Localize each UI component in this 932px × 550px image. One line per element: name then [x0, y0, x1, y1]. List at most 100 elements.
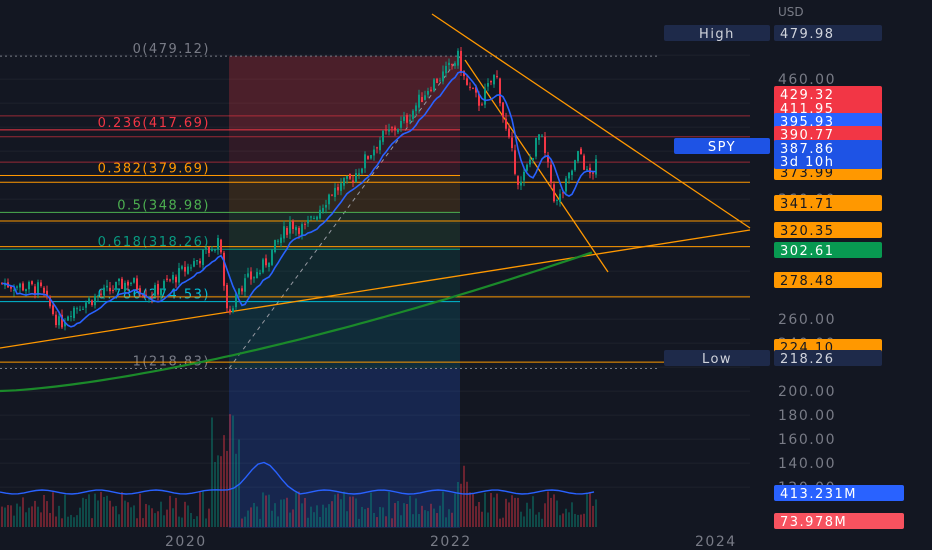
candle-body — [184, 267, 186, 272]
candle-body — [529, 159, 531, 165]
candle-body — [112, 289, 114, 291]
volume-bar — [355, 498, 357, 527]
volume-bar — [91, 518, 93, 527]
volume-bar — [109, 500, 111, 527]
candle-body — [286, 228, 288, 235]
volume-bar — [16, 503, 18, 527]
price-tag: 373.99 — [780, 166, 835, 181]
candle-body — [214, 249, 216, 251]
candle-body — [466, 78, 468, 85]
volume-bar — [415, 498, 417, 527]
candle-body — [1, 282, 3, 284]
candle-body — [322, 208, 324, 212]
candle-body — [262, 259, 264, 273]
volume-bar — [139, 493, 141, 527]
volume-bar — [22, 497, 24, 527]
candle-body — [79, 309, 81, 311]
time-axis-label: 2024 — [695, 534, 737, 550]
volume-bar — [175, 497, 177, 527]
volume-bar — [199, 492, 201, 527]
candles — [1, 46, 597, 331]
candle-body — [424, 95, 426, 100]
candle-body — [505, 118, 507, 129]
volume-bar — [178, 516, 180, 527]
volume-bar — [160, 501, 162, 527]
candle-body — [88, 298, 90, 304]
volume-bar — [535, 514, 537, 527]
price-tag: 278.48 — [780, 274, 835, 289]
volume-bar — [571, 502, 573, 527]
candle-body — [394, 127, 396, 131]
volume-bar — [562, 513, 564, 527]
volume-bar — [553, 494, 555, 527]
candle-body — [382, 130, 384, 142]
candle-body — [103, 287, 105, 296]
candle-body — [229, 309, 231, 313]
candle-body — [418, 94, 420, 108]
volume-bar — [19, 506, 21, 527]
volume-bar — [541, 518, 543, 527]
volume-bar — [262, 492, 264, 527]
volume-bar — [457, 482, 459, 527]
symbol-tag: SPY — [708, 140, 736, 155]
candle-body — [298, 227, 300, 234]
candle-body — [223, 252, 225, 286]
candle-body — [343, 177, 345, 186]
candle-body — [415, 105, 417, 112]
candle-body — [274, 239, 276, 253]
volume-bar — [427, 511, 429, 527]
volume-bar — [346, 511, 348, 527]
candle-body — [496, 76, 498, 78]
volume-bar — [265, 495, 267, 527]
volume-bar — [256, 506, 258, 527]
volume-bar — [319, 517, 321, 527]
candle-body — [73, 307, 75, 319]
volume-bar — [85, 498, 87, 527]
fib-band — [229, 129, 460, 176]
volume-bar — [274, 503, 276, 527]
volume-bar — [364, 509, 366, 527]
high-label-bg — [664, 25, 770, 41]
volume-bar — [292, 509, 294, 527]
volume-bar — [448, 509, 450, 527]
volume-bar — [391, 518, 393, 527]
volume-bar — [478, 501, 480, 527]
volume-bar — [511, 495, 513, 527]
volume-bar — [592, 505, 594, 527]
volume-bar — [400, 515, 402, 527]
volume-bar — [280, 499, 282, 527]
candle-body — [43, 287, 45, 293]
candle-body — [340, 183, 342, 191]
price-tag-bg — [774, 222, 882, 238]
candle-body — [595, 159, 597, 175]
volume-bar — [124, 500, 126, 527]
volume-bar — [505, 498, 507, 527]
volume-bar — [475, 506, 477, 527]
candle-body — [199, 261, 201, 264]
volume-bar — [247, 510, 249, 527]
price-tag: 429.32 — [780, 88, 835, 103]
volume-tag-bg — [774, 513, 904, 529]
volume-bar — [466, 481, 468, 527]
candle-body — [127, 281, 129, 286]
candle-body — [499, 78, 501, 104]
candle-body — [367, 156, 369, 159]
candle-body — [352, 180, 354, 183]
candle-body — [205, 247, 207, 249]
volume-bar — [46, 501, 48, 527]
volume-bar — [409, 495, 411, 527]
candle-body — [175, 276, 177, 283]
volume-bar — [172, 508, 174, 527]
volume-bar — [73, 517, 75, 527]
volume-bar — [133, 505, 135, 527]
candle-body — [427, 91, 429, 95]
candle-body — [166, 278, 168, 280]
candle-body — [178, 268, 180, 283]
volume-bar — [130, 507, 132, 527]
volume-bar — [313, 512, 315, 527]
candle-body — [439, 80, 441, 82]
candle-body — [85, 302, 87, 308]
volume-bar — [559, 515, 561, 527]
volume-bar — [568, 512, 570, 527]
